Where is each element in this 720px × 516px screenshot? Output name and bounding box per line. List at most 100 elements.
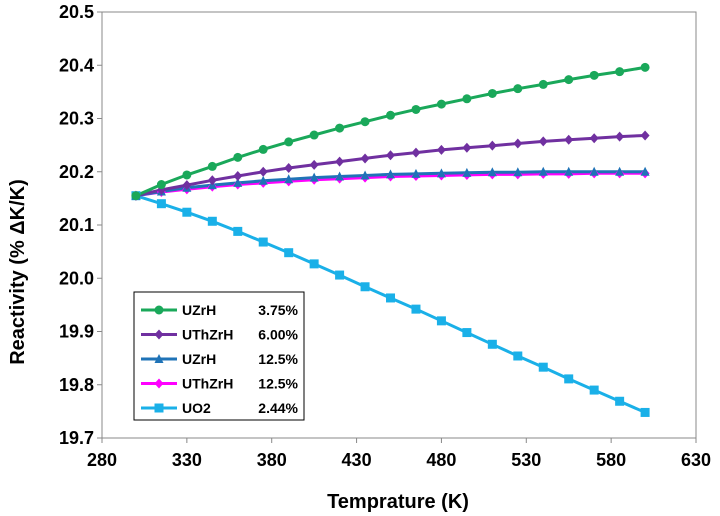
data-point xyxy=(564,374,574,384)
data-point xyxy=(436,316,446,326)
data-point xyxy=(615,396,625,406)
data-point xyxy=(487,167,497,177)
data-point xyxy=(564,75,574,85)
data-point xyxy=(207,216,217,226)
data-point xyxy=(386,169,396,179)
y-tick-label: 20.5 xyxy=(59,2,94,22)
data-point xyxy=(335,123,345,133)
data-point xyxy=(513,167,523,177)
data-point xyxy=(360,170,370,180)
data-point xyxy=(309,172,319,182)
data-point xyxy=(411,147,421,158)
data-point xyxy=(487,88,497,98)
data-point xyxy=(360,153,370,164)
data-point xyxy=(436,99,446,109)
data-point xyxy=(615,67,625,77)
legend-enrichment: 6.00% xyxy=(258,327,298,343)
data-point xyxy=(462,94,472,104)
data-point xyxy=(640,407,650,417)
data-point xyxy=(233,152,243,162)
data-point xyxy=(258,166,268,177)
y-tick-label: 20.1 xyxy=(59,215,94,235)
data-point xyxy=(309,130,319,140)
data-point xyxy=(182,180,192,191)
data-point xyxy=(233,171,243,182)
data-point xyxy=(513,84,523,94)
data-point xyxy=(309,259,319,269)
legend-series-name: UO2 xyxy=(182,400,211,416)
data-point xyxy=(640,130,650,141)
data-point xyxy=(233,226,243,236)
data-point xyxy=(335,171,345,181)
x-axis-title: Temprature (K) xyxy=(327,491,469,513)
data-point xyxy=(589,166,599,176)
data-point xyxy=(589,133,599,144)
x-tick-label: 480 xyxy=(426,450,456,470)
y-tick-label: 20.2 xyxy=(59,162,94,182)
data-point xyxy=(258,175,268,185)
data-point xyxy=(462,142,472,153)
legend-series-name: UZrH xyxy=(182,351,216,367)
x-tick-label: 280 xyxy=(87,450,117,470)
data-point xyxy=(589,385,599,395)
legend-series-name: UThZrH xyxy=(182,376,233,392)
data-point xyxy=(411,304,421,314)
data-point xyxy=(386,150,396,161)
data-point xyxy=(411,168,421,178)
data-point xyxy=(284,174,294,184)
data-point xyxy=(436,168,446,178)
legend-enrichment: 12.5% xyxy=(258,376,298,392)
series-markers xyxy=(131,62,650,417)
data-point xyxy=(436,144,446,155)
y-tick-label: 19.7 xyxy=(59,428,94,448)
y-tick-label: 20.0 xyxy=(59,268,94,288)
data-point xyxy=(284,137,294,147)
data-point xyxy=(182,170,192,180)
data-point xyxy=(538,136,548,147)
data-point xyxy=(233,177,243,187)
data-point xyxy=(640,62,650,72)
data-point xyxy=(462,328,472,338)
x-tick-label: 430 xyxy=(342,450,372,470)
data-point xyxy=(258,237,268,247)
data-point xyxy=(462,167,472,177)
data-point xyxy=(207,161,217,171)
data-point xyxy=(258,144,268,154)
data-point xyxy=(182,207,192,217)
x-tick-label: 580 xyxy=(596,450,626,470)
data-point xyxy=(513,351,523,361)
data-point xyxy=(156,180,166,190)
data-point xyxy=(513,138,523,149)
legend: UZrH 3.75% UThZrH 6.00% UZrH 12.5% UThZrH 12.5%… xyxy=(133,291,305,421)
data-point xyxy=(487,140,497,151)
data-point xyxy=(284,163,294,174)
data-point xyxy=(589,70,599,80)
data-point xyxy=(156,199,166,209)
data-point xyxy=(284,248,294,258)
legend-swatch-marker xyxy=(154,329,164,340)
legend-swatch-marker xyxy=(154,305,164,315)
axis-ticks: 280 330 380 430 480 530 580 630 19.7 19.8 19.9 20.0… xyxy=(59,2,711,470)
data-point xyxy=(487,339,497,349)
legend-enrichment: 3.75% xyxy=(258,302,298,318)
data-point xyxy=(335,270,345,280)
data-point xyxy=(411,104,421,114)
data-point xyxy=(538,166,548,176)
legend-enrichment: 12.5% xyxy=(258,351,298,367)
legend-enrichment: 2.44% xyxy=(258,400,298,416)
y-axis-title: Reactivity (% ΔK/K) xyxy=(7,179,29,365)
data-point xyxy=(640,166,650,176)
y-tick-label: 19.9 xyxy=(59,322,94,342)
x-tick-label: 530 xyxy=(511,450,541,470)
plot-area-frame xyxy=(101,11,697,439)
data-point xyxy=(564,166,574,176)
data-point xyxy=(386,110,396,120)
data-point xyxy=(309,159,319,170)
data-point xyxy=(615,131,625,142)
y-tick-label: 20.4 xyxy=(59,55,94,75)
data-point xyxy=(538,79,548,89)
legend-swatch-marker xyxy=(154,354,164,363)
legend-swatch-marker xyxy=(154,403,164,413)
x-tick-label: 330 xyxy=(172,450,202,470)
